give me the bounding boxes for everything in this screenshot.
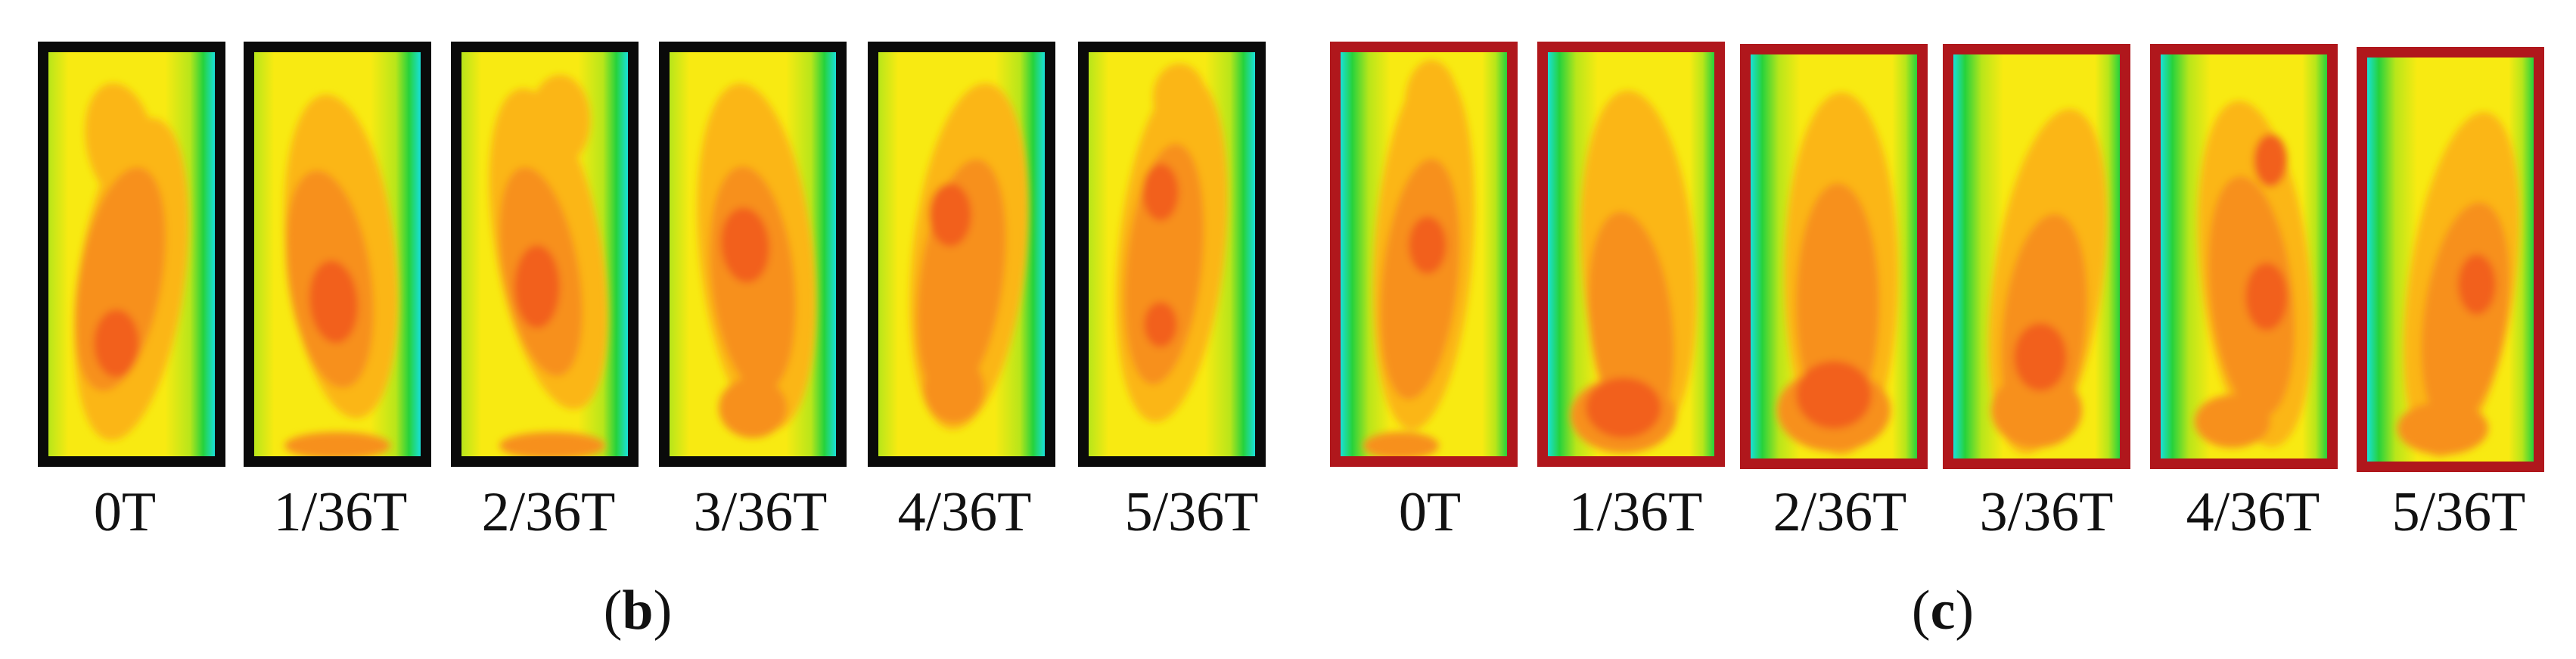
time-label: 4/36T: [897, 481, 1032, 543]
contour-panel-c-5: [2150, 44, 2338, 469]
contour-panel-c-2: [1537, 42, 1725, 467]
contour-panel-b-3: [451, 42, 639, 467]
contour-panel-b-2: [244, 42, 431, 467]
contour-panel-c-1: [1330, 42, 1518, 467]
subfigure-caption-c: (c): [1911, 580, 1975, 642]
contour-panel-b-4: [659, 42, 847, 467]
contour-panel-b-6: [1078, 42, 1266, 467]
contour-panel-c-6: [2357, 47, 2544, 472]
subfigure-caption-b: (b): [603, 580, 673, 642]
contour-panel-c-4: [1943, 44, 2130, 469]
time-label: 0T: [1398, 481, 1462, 543]
time-label: 1/36T: [1568, 481, 1703, 543]
time-label: 2/36T: [481, 481, 616, 543]
time-label: 1/36T: [273, 481, 408, 543]
time-label: 0T: [93, 481, 157, 543]
contour-panel-b-1: [38, 42, 225, 467]
contour-panel-c-3: [1740, 44, 1928, 469]
time-label: 2/36T: [1773, 481, 1907, 543]
time-label: 3/36T: [693, 481, 828, 543]
time-label: 5/36T: [1124, 481, 1259, 543]
time-label: 4/36T: [2186, 481, 2320, 543]
contour-panel-b-5: [868, 42, 1055, 467]
time-label: 3/36T: [1979, 481, 2114, 543]
time-label: 5/36T: [2391, 481, 2526, 543]
